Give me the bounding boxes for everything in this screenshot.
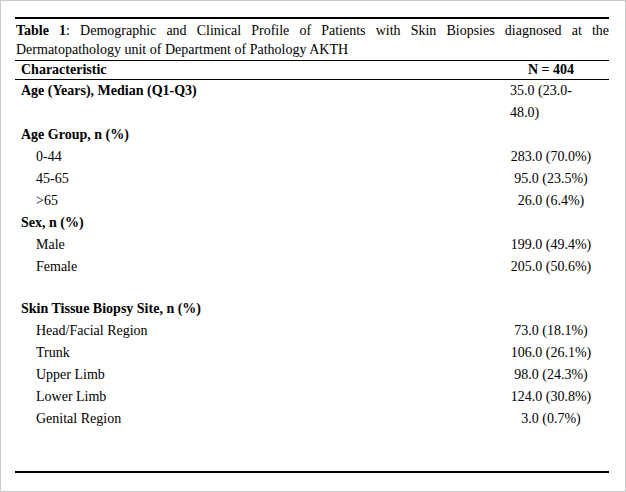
row-value-text: 35.0 (23.0-48.0) xyxy=(510,80,592,124)
row-value-text: 3.0 (0.7%) xyxy=(521,408,581,430)
table-header-row: Characteristic N = 404 xyxy=(15,61,609,79)
table-row: Head/Facial Region 73.0 (18.1%) xyxy=(15,320,609,342)
table-row xyxy=(15,278,609,298)
row-label: Age (Years), Median (Q1-Q3) xyxy=(15,80,493,102)
row-value: 124.0 (30.8%) xyxy=(493,386,609,408)
row-value: 199.0 (49.4%) xyxy=(493,234,609,256)
row-value-text: 205.0 (50.6%) xyxy=(511,256,592,278)
table-row: Female 205.0 (50.6%) xyxy=(15,256,609,278)
table-row: Trunk 106.0 (26.1%) xyxy=(15,342,609,364)
table-row: Age Group, n (%) xyxy=(15,124,609,146)
row-label: 0-44 xyxy=(15,146,493,168)
table-row: Sex, n (%) xyxy=(15,212,609,234)
row-value: 106.0 (26.1%) xyxy=(493,342,609,364)
table-row: Male 199.0 (49.4%) xyxy=(15,234,609,256)
table-caption-number: Table 1 xyxy=(16,23,66,38)
row-label: Male xyxy=(15,234,493,256)
row-value: 35.0 (23.0-48.0) xyxy=(493,80,609,124)
row-label: 45-65 xyxy=(15,168,493,190)
table-1: Table 1: Demographic and Clinical Profil… xyxy=(15,17,609,473)
table-row: 0-44 283.0 (70.0%) xyxy=(15,146,609,168)
row-value-text: 98.0 (24.3%) xyxy=(514,364,588,386)
row-value-text: 73.0 (18.1%) xyxy=(514,320,588,342)
row-value-text: 124.0 (30.8%) xyxy=(511,386,592,408)
row-label: >65 xyxy=(15,190,493,212)
row-value: 283.0 (70.0%) xyxy=(493,146,609,168)
row-label: Sex, n (%) xyxy=(15,212,493,234)
row-value-text: 199.0 (49.4%) xyxy=(511,234,592,256)
table-caption: Table 1: Demographic and Clinical Profil… xyxy=(15,19,609,60)
row-label: Age Group, n (%) xyxy=(15,124,493,146)
table-row: Age (Years), Median (Q1-Q3) 35.0 (23.0-4… xyxy=(15,80,609,124)
row-value xyxy=(493,212,609,234)
table-bottom-rule xyxy=(15,471,609,473)
column-header-characteristic: Characteristic xyxy=(15,61,493,79)
table-row: Genital Region 3.0 (0.7%) xyxy=(15,408,609,430)
row-value: 98.0 (24.3%) xyxy=(493,364,609,386)
row-label: Upper Limb xyxy=(15,364,493,386)
table-row: Lower Limb 124.0 (30.8%) xyxy=(15,386,609,408)
row-label: Skin Tissue Biopsy Site, n (%) xyxy=(15,298,493,320)
row-value xyxy=(493,124,609,146)
row-value: 26.0 (6.4%) xyxy=(493,190,609,212)
table-row: 45-65 95.0 (23.5%) xyxy=(15,168,609,190)
table-caption-text: : Demographic and Clinical Profile of Pa… xyxy=(16,23,609,57)
row-value-text: 106.0 (26.1%) xyxy=(511,342,592,364)
row-value: 205.0 (50.6%) xyxy=(493,256,609,278)
row-label: Female xyxy=(15,256,493,278)
row-label: Trunk xyxy=(15,342,493,364)
table-body: Age (Years), Median (Q1-Q3) 35.0 (23.0-4… xyxy=(15,80,609,471)
column-header-n: N = 404 xyxy=(493,61,609,79)
row-value xyxy=(493,298,609,320)
table-row: Upper Limb 98.0 (24.3%) xyxy=(15,364,609,386)
row-value-text: 26.0 (6.4%) xyxy=(518,190,585,212)
row-label: Lower Limb xyxy=(15,386,493,408)
table-row: Skin Tissue Biopsy Site, n (%) xyxy=(15,298,609,320)
row-value: 3.0 (0.7%) xyxy=(493,408,609,430)
row-label: Genital Region xyxy=(15,408,493,430)
document-page: Table 1: Demographic and Clinical Profil… xyxy=(0,0,626,492)
row-value: 73.0 (18.1%) xyxy=(493,320,609,342)
row-value-text: 95.0 (23.5%) xyxy=(514,168,588,190)
table-row: >65 26.0 (6.4%) xyxy=(15,190,609,212)
row-label: Head/Facial Region xyxy=(15,320,493,342)
row-value: 95.0 (23.5%) xyxy=(493,168,609,190)
row-value-text: 283.0 (70.0%) xyxy=(511,146,592,168)
